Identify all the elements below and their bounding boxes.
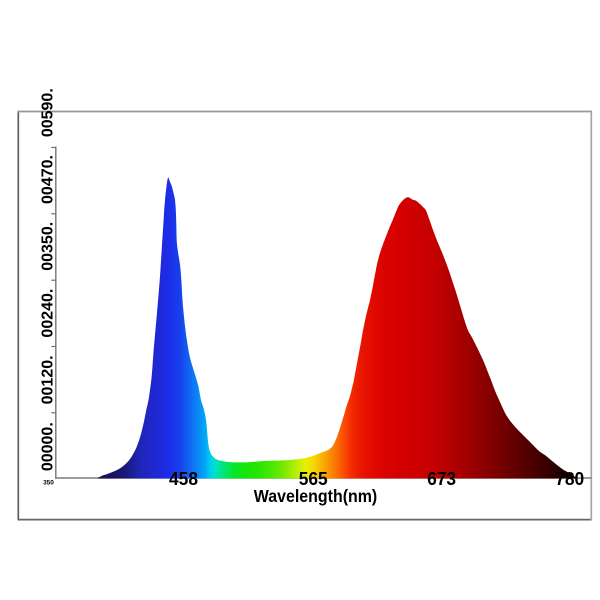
svg-text:458: 458 <box>169 468 198 489</box>
svg-text:00120.: 00120. <box>39 355 56 404</box>
svg-text:00470.: 00470. <box>39 155 56 204</box>
svg-text:00000.: 00000. <box>39 422 56 471</box>
svg-text:673: 673 <box>427 468 456 489</box>
svg-text:Wavelength(nm): Wavelength(nm) <box>254 486 378 506</box>
svg-text:00590.: 00590. <box>39 88 56 137</box>
svg-text:00240.: 00240. <box>39 289 56 338</box>
svg-text:350: 350 <box>43 480 54 487</box>
svg-text:780: 780 <box>555 468 584 489</box>
svg-text:565: 565 <box>299 468 328 489</box>
svg-text:00350.: 00350. <box>39 222 56 271</box>
